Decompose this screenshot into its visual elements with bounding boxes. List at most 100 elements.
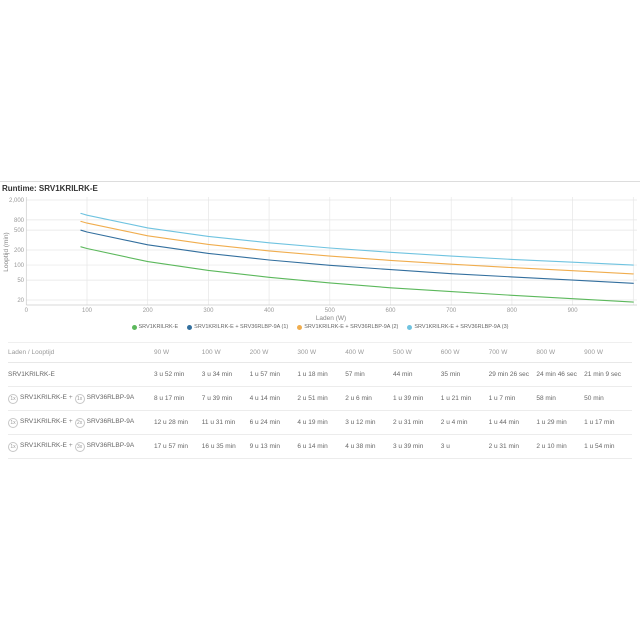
table-col-header: 900 W	[584, 342, 632, 363]
plus-separator: +	[68, 393, 73, 401]
runtime-cell: 3 u 34 min	[201, 362, 250, 387]
runtime-cell: 1 u 18 min	[297, 362, 346, 387]
runtime-cell: 29 min 26 sec	[488, 362, 537, 387]
product-name: SRV1KRILRK-E	[20, 417, 67, 425]
runtime-cell: 1 u 21 min	[440, 386, 489, 411]
y-tick-label: 800	[14, 218, 25, 224]
runtime-cell: 2 u 10 min	[536, 434, 585, 459]
table-header-row: Laden / Looptijd 90 W 100 W 200 W 300 W 400 …	[8, 342, 632, 363]
x-axis-title: Laden (W)	[316, 315, 346, 322]
x-tick-label: 200	[143, 308, 154, 314]
legend-label: SRV1KRILRK-E + SRV36RLBP-9A (2)	[304, 324, 399, 330]
legend-item[interactable]: SRV1KRILRK-E + SRV36RLBP-9A (2)	[297, 324, 398, 330]
runtime-table: Laden / Looptijd 90 W 100 W 200 W 300 W 400 …	[8, 342, 632, 459]
x-tick-label: 300	[203, 308, 214, 314]
runtime-cell: 21 min 9 sec	[584, 362, 632, 387]
series-line	[80, 246, 634, 303]
y-axis-title: Looptijd (min)	[3, 232, 10, 271]
table-col-header: 600 W	[440, 342, 489, 363]
quantity-badge: 1x	[8, 393, 18, 404]
runtime-cell: 1 u 54 min	[584, 434, 632, 459]
runtime-cell: 1 u 17 min	[584, 410, 632, 435]
product-name: SRV1KRILRK-E	[8, 371, 55, 378]
runtime-cell: 2 u 31 min	[392, 410, 441, 435]
runtime-cell: 3 u 12 min	[345, 410, 393, 435]
x-tick-label: 400	[264, 308, 275, 314]
quantity-badge: 1x	[8, 417, 18, 428]
product-name: SRV1KRILRK-E	[20, 441, 67, 449]
runtime-chart: 2,000 800 500 200 100 50 200 100 200 300 400 500 600…	[3, 197, 637, 322]
legend-label: SRV1KRILRK-E + SRV36RLBP-9A (1)	[194, 324, 289, 330]
table-row: 1x SRV1KRILRK-E +3x SRV36RLBP-9A 17 u 57 min…	[8, 434, 632, 459]
runtime-cell: 50 min	[584, 386, 632, 411]
table-col-header: 100 W	[201, 342, 250, 363]
plus-separator: +	[68, 441, 73, 449]
runtime-cell: 7 u 39 min	[201, 386, 250, 411]
runtime-cell: 6 u 14 min	[297, 434, 346, 459]
table-col-header: 800 W	[536, 342, 585, 363]
row-label: 1x SRV1KRILRK-E +1x SRV36RLBP-9A	[8, 386, 154, 411]
runtime-cell: 44 min	[392, 362, 441, 387]
legend-item[interactable]: SRV1KRILRK-E	[131, 324, 179, 330]
table-col-header: 700 W	[488, 342, 537, 363]
runtime-cell: 2 u 31 min	[488, 434, 537, 459]
runtime-cell: 1 u 44 min	[488, 410, 537, 435]
runtime-cell: 2 u 51 min	[297, 386, 346, 411]
legend-label: SRV1KRILRK-E	[138, 324, 179, 330]
product-name: SRV36RLBP-9A	[86, 441, 135, 449]
runtime-cell: 4 u 38 min	[345, 434, 393, 459]
legend-marker-icon	[131, 324, 137, 330]
runtime-cell: 57 min	[345, 362, 393, 387]
legend-item[interactable]: SRV1KRILRK-E + SRV36RLBP-9A (3)	[407, 324, 508, 330]
product-name: SRV36RLBP-9A	[86, 417, 135, 425]
quantity-badge: 1x	[74, 393, 85, 404]
legend-item[interactable]: SRV1KRILRK-E + SRV36RLBP-9A (1)	[187, 324, 288, 330]
table-corner-label: Laden / Looptijd	[8, 342, 154, 363]
row-label: 1x SRV1KRILRK-E +2x SRV36RLBP-9A	[8, 410, 154, 435]
quantity-badge: 1x	[8, 441, 18, 452]
legend-label: SRV1KRILRK-E + SRV36RLBP-9A (3)	[414, 324, 509, 330]
series-line	[80, 220, 634, 275]
table-col-header: 300 W	[297, 342, 346, 363]
runtime-cell: 6 u 24 min	[249, 410, 298, 435]
y-tick-label: 100	[14, 263, 25, 269]
legend-marker-icon	[187, 324, 193, 330]
legend-marker-icon	[297, 324, 303, 330]
runtime-cell: 1 u 29 min	[536, 410, 585, 435]
runtime-cell: 1 u 7 min	[488, 386, 537, 411]
series-line	[80, 229, 634, 284]
runtime-cell: 2 u 4 min	[440, 410, 489, 435]
table-col-header: 90 W	[154, 342, 202, 363]
y-tick-label: 500	[14, 228, 25, 234]
plus-separator: +	[68, 417, 73, 425]
x-tick-label: 700	[446, 308, 457, 314]
x-tick-label: 800	[507, 308, 518, 314]
runtime-cell: 4 u 14 min	[249, 386, 298, 411]
table-col-header: 400 W	[345, 342, 393, 363]
y-tick-label: 20	[17, 298, 24, 304]
table-row: SRV1KRILRK-E 3 u 52 min 3 u 34 min 1 u 57 m…	[8, 362, 632, 387]
runtime-cell: 58 min	[536, 386, 585, 411]
runtime-cell: 2 u 6 min	[345, 386, 393, 411]
y-tick-label: 200	[14, 248, 25, 254]
table-row: 1x SRV1KRILRK-E +2x SRV36RLBP-9A 12 u 28 min…	[8, 410, 632, 435]
table-row: 1x SRV1KRILRK-E +1x SRV36RLBP-9A 8 u 17 min 7…	[8, 386, 632, 411]
runtime-cell: 24 min 46 sec	[536, 362, 585, 387]
x-tick-label: 500	[325, 308, 336, 314]
table-col-header: 200 W	[249, 342, 298, 363]
table-col-header: 500 W	[392, 342, 441, 363]
y-tick-label: 2,000	[9, 198, 25, 204]
runtime-cell: 3 u	[440, 434, 489, 459]
section-divider	[0, 181, 640, 182]
x-tick-label: 600	[385, 308, 396, 314]
runtime-cell: 4 u 19 min	[297, 410, 346, 435]
y-tick-label: 50	[17, 278, 24, 284]
row-label: 1x SRV1KRILRK-E +3x SRV36RLBP-9A	[8, 434, 154, 459]
legend-marker-icon	[407, 324, 413, 330]
series-line	[80, 212, 634, 266]
chart-legend: SRV1KRILRK-E SRV1KRILRK-E + SRV36RLBP-9A …	[0, 324, 640, 330]
row-label: SRV1KRILRK-E	[8, 362, 154, 387]
runtime-cell: 8 u 17 min	[154, 386, 202, 411]
product-name: SRV1KRILRK-E	[20, 393, 67, 401]
